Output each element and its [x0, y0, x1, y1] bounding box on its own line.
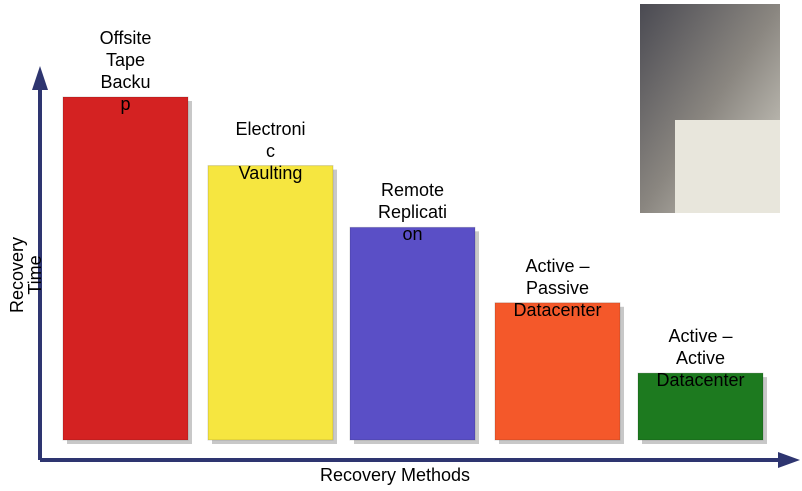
category-label: Electroni c Vaulting — [235, 118, 306, 183]
bar — [207, 165, 334, 441]
y-axis-arrow — [32, 66, 48, 90]
bar — [62, 96, 189, 441]
category-label: Offsite Tape Backu p — [99, 28, 152, 114]
x-axis-arrow — [778, 452, 800, 468]
bar — [637, 372, 764, 441]
photo-machine — [675, 120, 780, 213]
category-label: Remote Replicati on — [377, 180, 448, 245]
category-label: Active – Passive Datacenter — [513, 255, 602, 320]
x-axis-title: Recovery Methods — [319, 465, 471, 485]
bar — [494, 302, 621, 441]
bar — [349, 226, 476, 441]
category-label: Active – Active Datacenter — [656, 326, 745, 391]
y-axis-title: Recovery Time — [7, 236, 45, 314]
